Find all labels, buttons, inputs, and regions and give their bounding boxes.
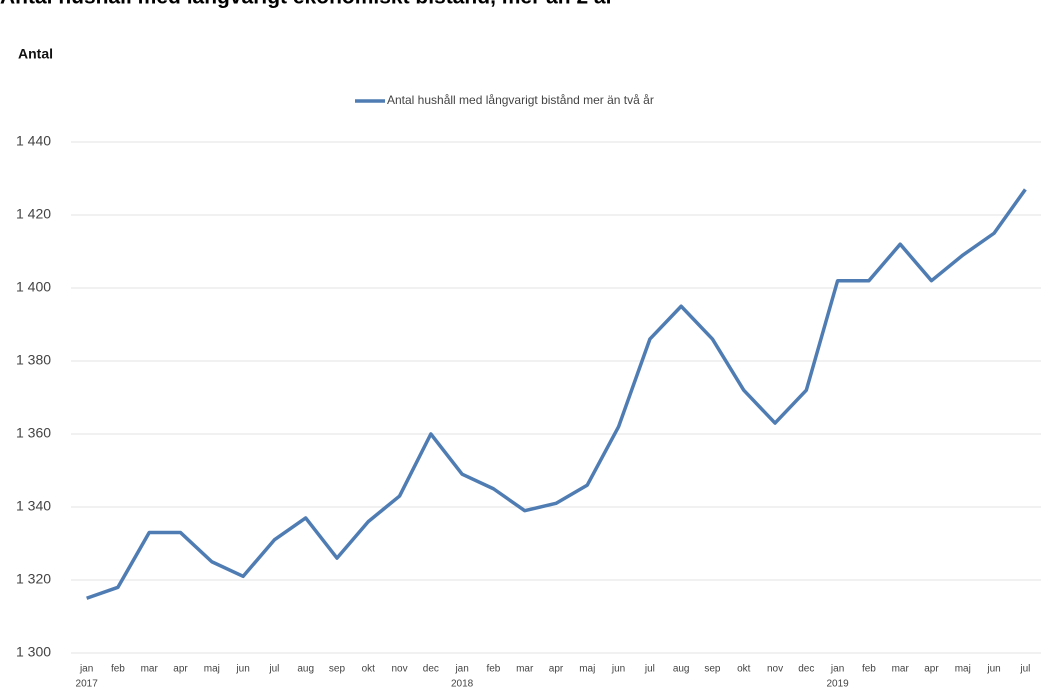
y-tick-label: 1 380: [16, 352, 51, 368]
x-tick-label: mar: [516, 664, 534, 675]
x-tick-label: jun: [986, 664, 1000, 675]
x-group-label: 2018: [451, 679, 474, 690]
x-group-label: 2019: [826, 679, 849, 690]
x-tick-label: jan: [79, 664, 93, 675]
x-tick-label: feb: [486, 664, 500, 675]
y-tick-label: 1 320: [16, 571, 51, 587]
x-tick-label: apr: [924, 664, 939, 675]
x-tick-label: sep: [704, 664, 721, 675]
y-tick-label: 1 300: [16, 644, 51, 660]
data-line: [86, 188, 1027, 600]
legend-label: Antal hushåll med långvarigt bistånd mer…: [387, 93, 654, 107]
x-tick-label: okt: [362, 664, 376, 675]
x-tick-label: aug: [297, 664, 314, 675]
y-tick-label: 1 440: [16, 133, 51, 149]
y-tick-label: 1 420: [16, 206, 51, 222]
x-tick-label: apr: [173, 664, 188, 675]
x-tick-label: nov: [391, 664, 407, 675]
x-tick-label: apr: [549, 664, 564, 675]
x-tick-label: jul: [268, 664, 279, 675]
y-axis-label: Antal: [18, 46, 53, 62]
x-tick-label: sep: [329, 664, 346, 675]
x-tick-label: feb: [862, 664, 876, 675]
y-tick-label: 1 400: [16, 279, 51, 295]
x-tick-label: aug: [673, 664, 690, 675]
x-tick-label: jun: [235, 664, 249, 675]
x-tick-label: nov: [767, 664, 783, 675]
x-tick-label: okt: [737, 664, 751, 675]
x-tick-label: jan: [830, 664, 844, 675]
y-tick-label: 1 340: [16, 498, 51, 514]
x-tick-label: mar: [892, 664, 910, 675]
x-tick-label: jun: [611, 664, 625, 675]
x-tick-label: feb: [111, 664, 125, 675]
x-tick-label: jul: [644, 664, 655, 675]
x-tick-label: jan: [454, 664, 468, 675]
x-tick-label: maj: [579, 664, 595, 675]
x-tick-label: maj: [955, 664, 971, 675]
x-tick-label: jul: [1019, 664, 1030, 675]
y-tick-label: 1 360: [16, 425, 51, 441]
x-tick-label: mar: [141, 664, 159, 675]
chart-title: Antal hushåll med långvarigt ekonomiskt …: [0, 0, 614, 9]
x-group-label: 2017: [76, 679, 99, 690]
x-tick-label: dec: [423, 664, 439, 675]
x-tick-label: dec: [798, 664, 814, 675]
x-tick-label: maj: [204, 664, 220, 675]
